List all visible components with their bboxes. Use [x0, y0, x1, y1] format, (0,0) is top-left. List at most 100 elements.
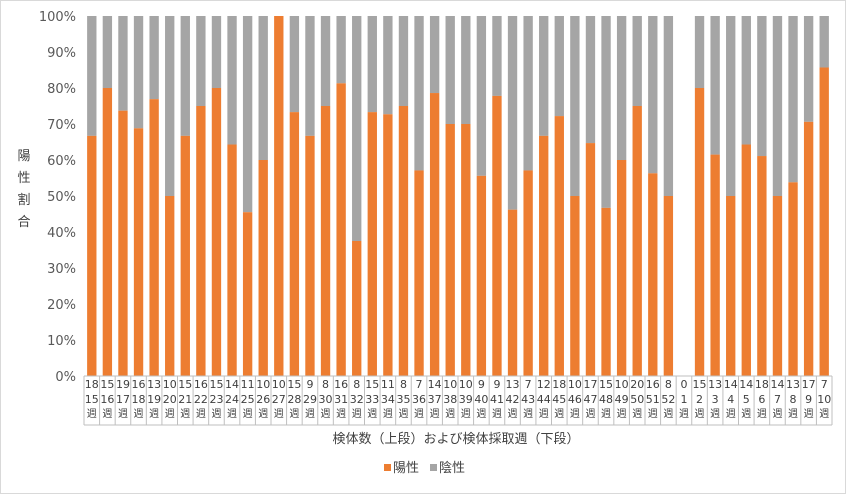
bar-positive	[539, 135, 549, 376]
x-label-week: 49	[615, 393, 629, 406]
x-label-count: 14	[225, 378, 239, 391]
bar-positive	[601, 207, 611, 376]
legend-label: 陽性	[393, 461, 419, 476]
bar-negative	[601, 16, 611, 208]
x-label-count: 16	[646, 378, 660, 391]
bar-positive	[632, 106, 642, 376]
x-label-week-suffix: 週	[819, 408, 829, 420]
x-label-count: 14	[770, 378, 784, 391]
legend-label: 陰性	[439, 461, 465, 476]
x-label-week-suffix: 週	[679, 408, 689, 420]
bars	[87, 16, 829, 377]
x-label-week: 41	[490, 393, 504, 406]
x-label-week: 42	[506, 393, 520, 406]
x-label-count: 17	[583, 378, 597, 391]
y-tick-label: 70%	[47, 118, 76, 133]
x-label-count: 13	[786, 378, 800, 391]
x-axis-category-grid	[83, 375, 833, 426]
x-label-count: 7	[416, 378, 423, 391]
bar-positive	[570, 196, 580, 376]
x-label-week: 6	[758, 393, 765, 406]
x-label-count: 16	[132, 378, 146, 391]
bar-positive	[710, 154, 720, 376]
x-label-count: 0	[680, 378, 687, 391]
x-label-week-suffix: 週	[695, 408, 705, 420]
x-label-week: 28	[287, 393, 301, 406]
bar-negative	[165, 16, 175, 196]
x-label-count: 13	[708, 378, 722, 391]
y-tick-label: 20%	[47, 298, 76, 313]
bar-negative	[414, 16, 424, 171]
bar-negative	[383, 16, 393, 115]
x-label-week: 39	[459, 393, 473, 406]
bar-negative	[648, 16, 658, 174]
y-tick-label: 90%	[47, 46, 76, 61]
x-label-week: 38	[443, 393, 457, 406]
bar-negative	[554, 16, 564, 117]
bar-positive	[741, 144, 751, 376]
bar-negative	[803, 16, 814, 122]
x-label-week: 8	[790, 393, 797, 406]
x-label-count: 10	[256, 378, 270, 391]
x-label-week-suffix: 週	[165, 408, 175, 420]
x-label-week: 29	[303, 393, 317, 406]
x-label-count: 10	[163, 378, 177, 391]
x-label-count: 17	[802, 378, 816, 391]
x-label-week: 43	[521, 393, 535, 406]
bar-negative	[819, 16, 829, 68]
bar-positive	[616, 160, 627, 376]
x-label-week: 5	[743, 393, 750, 406]
x-label-week-suffix: 週	[274, 408, 284, 420]
x-label-week-suffix: 週	[87, 408, 97, 420]
y-tick-label: 80%	[47, 82, 76, 97]
bar-negative	[492, 16, 502, 96]
bar-negative	[570, 16, 580, 196]
bar-negative	[149, 16, 159, 100]
x-label-week-suffix: 週	[726, 408, 736, 420]
x-label-week: 32	[350, 393, 364, 406]
x-label-week-suffix: 週	[617, 408, 627, 420]
bar-negative	[398, 16, 409, 106]
x-label-week: 23	[209, 393, 223, 406]
x-label-count: 8	[322, 378, 329, 391]
bar-positive	[336, 83, 346, 376]
x-axis-category-labels: 1815週1516週1917週1618週1319週1020週1521週1622週…	[85, 378, 831, 420]
x-label-week-suffix: 週	[258, 408, 268, 420]
x-label-count: 18	[755, 378, 769, 391]
x-label-week-suffix: 週	[461, 408, 471, 420]
x-label-week: 19	[147, 393, 161, 406]
bar-positive	[461, 124, 471, 376]
bar-negative	[788, 16, 798, 183]
bar-positive	[165, 196, 175, 376]
x-label-count: 10	[443, 378, 457, 391]
x-label-count: 9	[478, 378, 485, 391]
x-label-count: 14	[724, 378, 738, 391]
y-tick-label: 10%	[47, 334, 76, 349]
x-label-count: 18	[85, 378, 99, 391]
bar-positive	[180, 135, 190, 376]
y-axis-label: 陽性割合	[17, 149, 30, 230]
x-label-week-suffix: 週	[445, 408, 455, 420]
bar-negative	[320, 16, 331, 106]
bar-positive	[352, 241, 362, 376]
x-label-count: 10	[568, 378, 582, 391]
bar-positive	[414, 170, 424, 376]
x-label-week: 7	[774, 393, 781, 406]
x-label-week-suffix: 週	[227, 408, 237, 420]
x-label-count: 16	[334, 378, 348, 391]
y-axis-ticks: 0% 10% 20% 30% 40% 50% 60% 70% 80% 90% 100%	[39, 10, 76, 385]
bar-positive	[788, 182, 798, 376]
bar-positive	[149, 99, 159, 376]
bar-negative	[757, 16, 767, 157]
bar-positive	[772, 196, 783, 376]
bar-negative	[87, 16, 97, 136]
bar-negative	[429, 16, 440, 94]
bar-negative	[258, 16, 268, 160]
x-label-week-suffix: 週	[570, 408, 580, 420]
y-tick-label: 60%	[47, 154, 76, 169]
x-label-week: 31	[334, 393, 348, 406]
x-label-week: 26	[256, 393, 270, 406]
legend: 陽性 陰性	[384, 461, 465, 476]
bar-positive	[383, 114, 393, 376]
